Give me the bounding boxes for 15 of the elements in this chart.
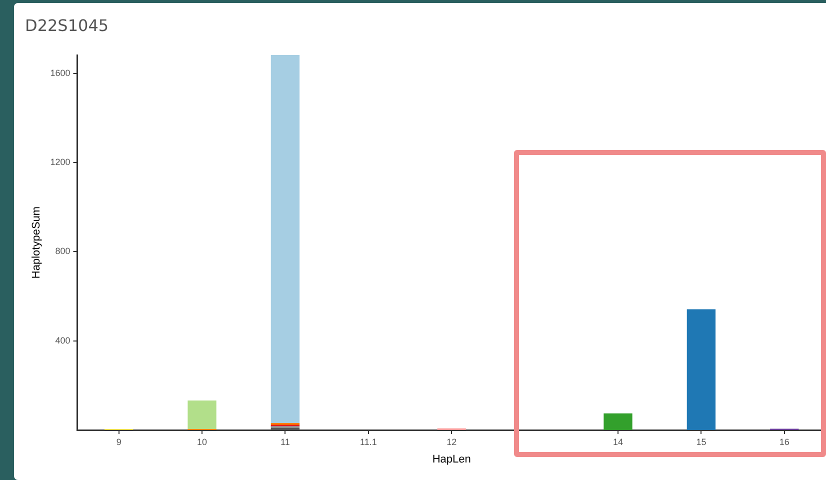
x-tick-label: 12 [446, 436, 457, 447]
x-tick-label: 10 [197, 436, 208, 447]
y-axis-title: HaplotypeSum [30, 206, 43, 279]
x-tick-label: 14 [613, 436, 624, 447]
y-tick-label: 1200 [50, 156, 70, 167]
chart-title: D22S1045 [25, 16, 109, 35]
x-tick-label: 9 [116, 436, 122, 447]
x-axis-title: HapLen [432, 453, 471, 466]
y-tick-label: 400 [55, 335, 70, 346]
x-tick-label: 16 [779, 436, 790, 447]
y-tick-label: 1600 [50, 68, 70, 78]
x-tick-label: 11 [280, 436, 290, 447]
x-tick-label: 11.1 [360, 436, 377, 447]
x-tick-label: 15 [696, 436, 706, 447]
y-tick-label: 800 [55, 246, 70, 256]
